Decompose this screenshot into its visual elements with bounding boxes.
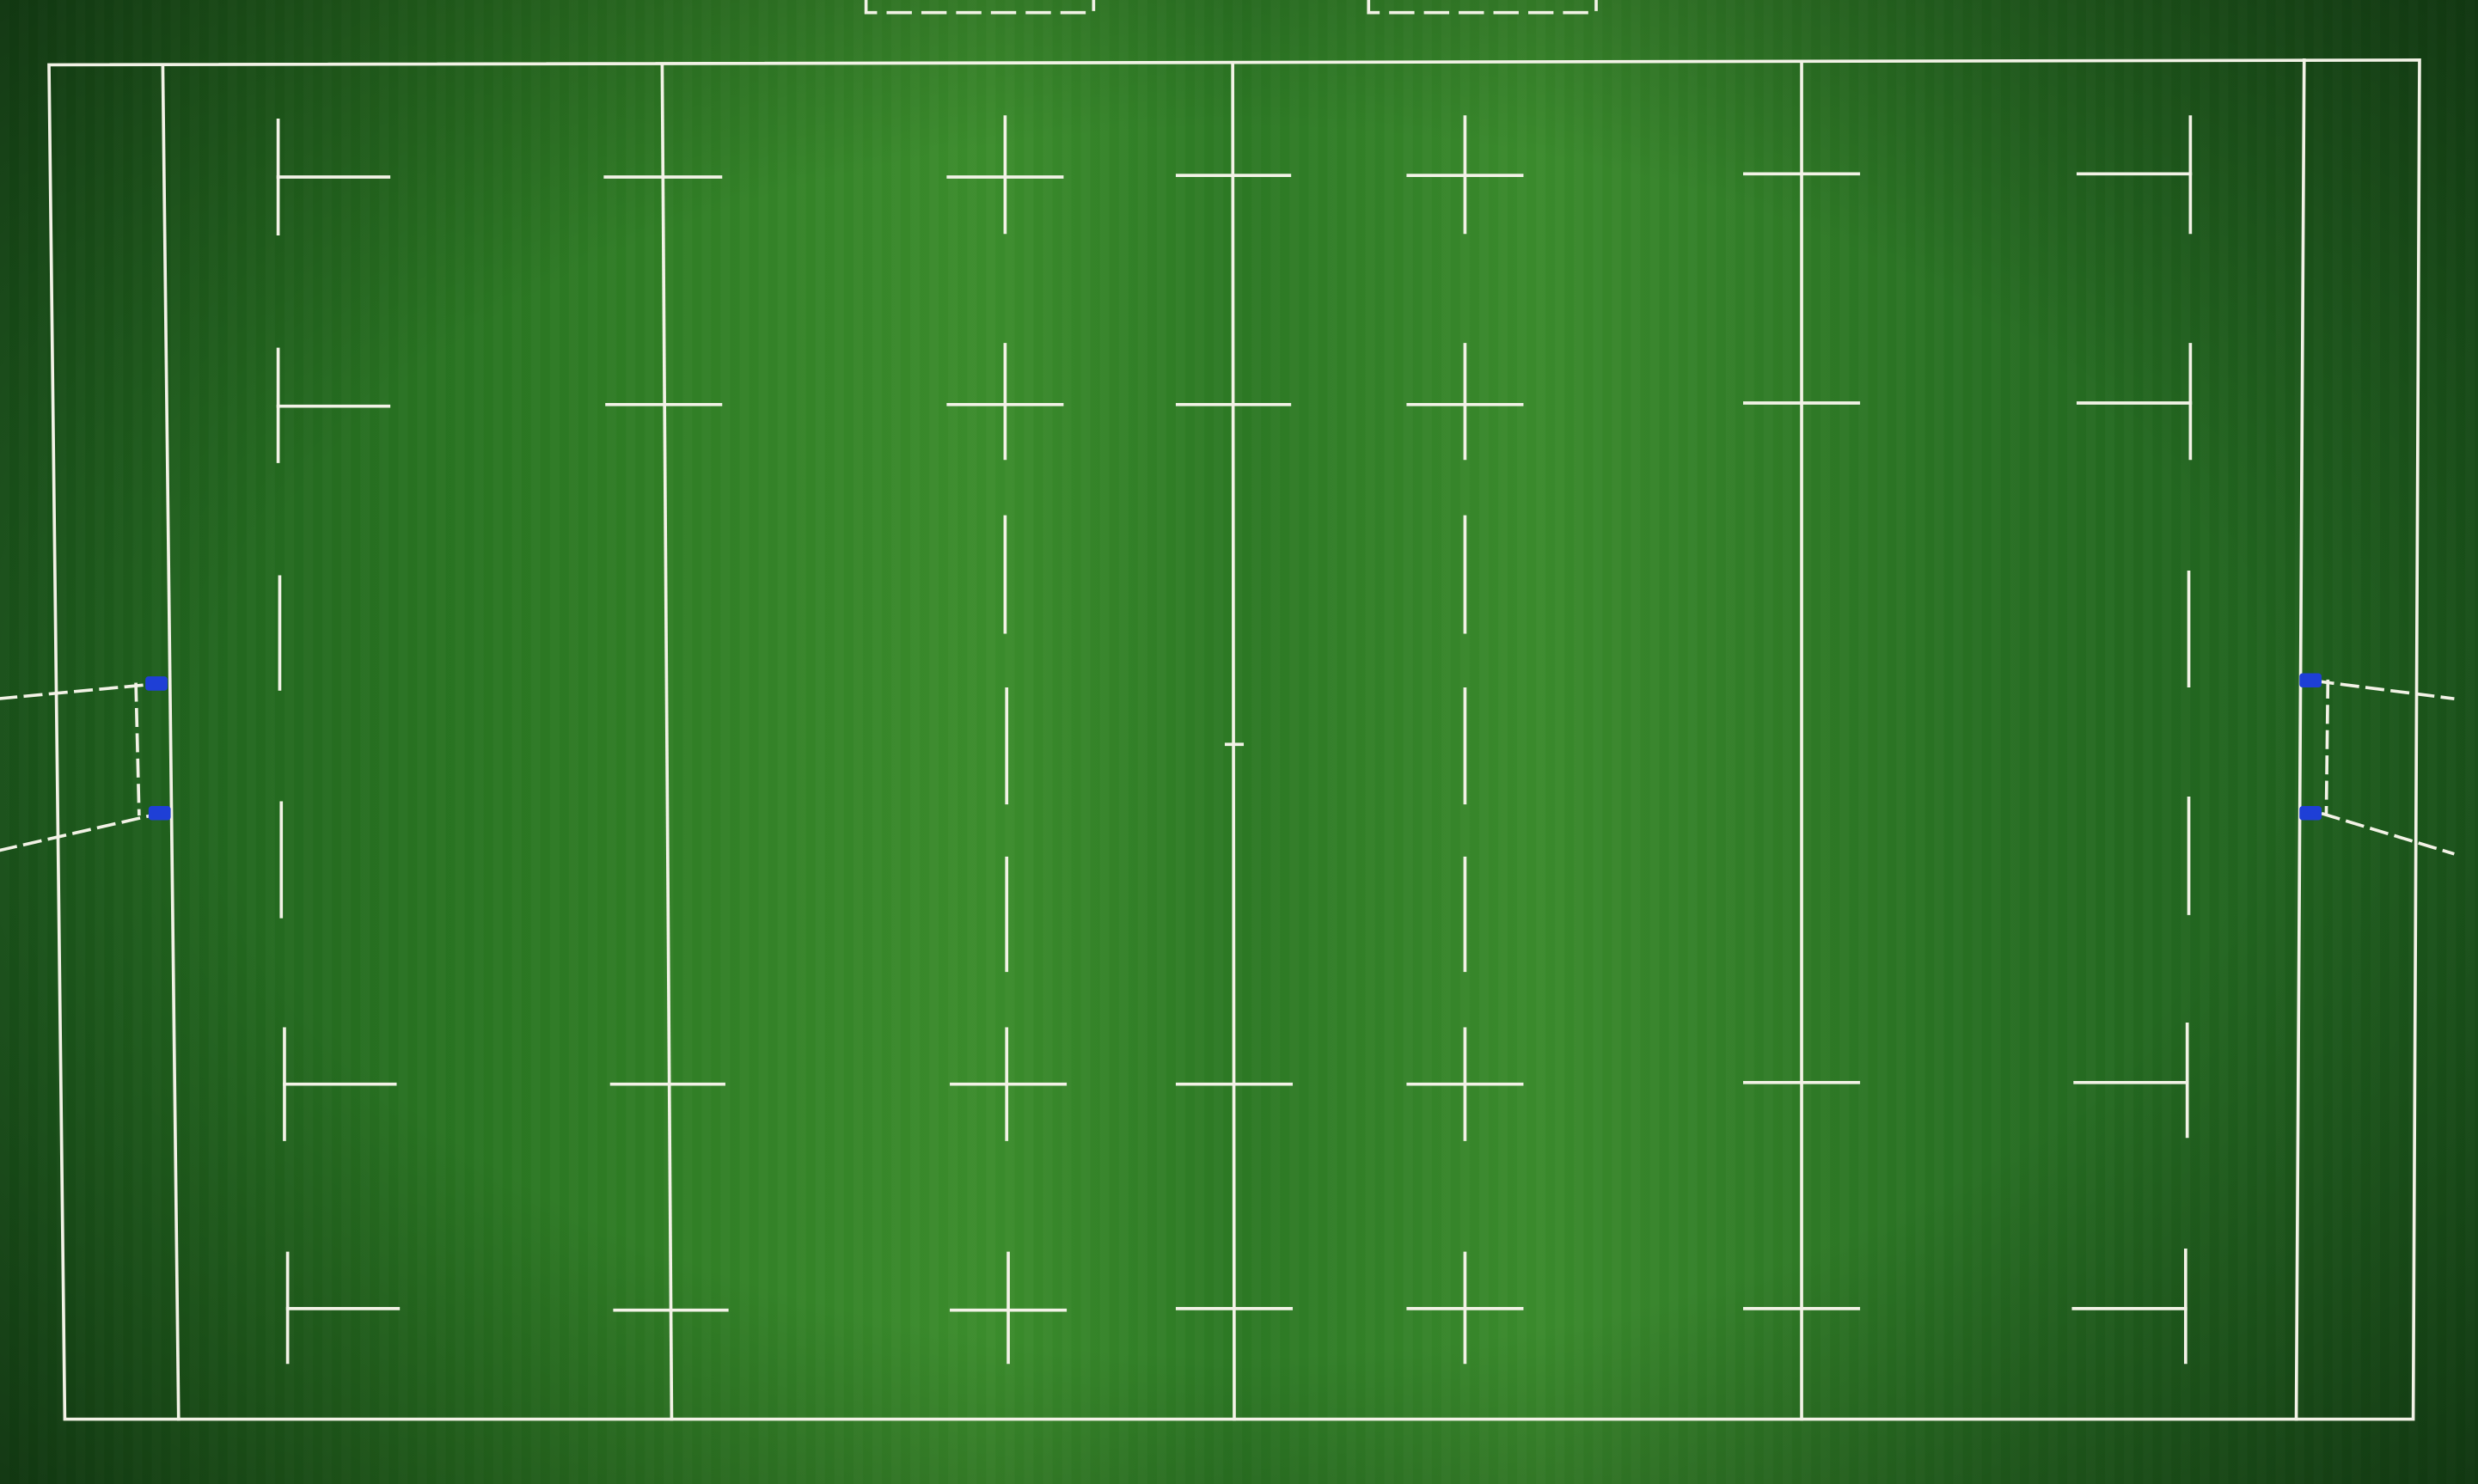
pitch-markings (0, 0, 2455, 1421)
goal-shadow-left (0, 682, 161, 852)
post-pad-icon (2299, 673, 2322, 688)
goal-shadow-right (2315, 679, 2455, 856)
post-pad-icon (145, 676, 168, 691)
pitch-boundary (47, 58, 2421, 1421)
goal-posts-right (2299, 673, 2322, 821)
try-line-left (161, 63, 180, 1421)
goal-posts-left (145, 676, 171, 821)
halfway-line (1231, 61, 1236, 1421)
twenty-two-line-left (660, 63, 674, 1421)
post-pad-icon (2299, 805, 2322, 821)
boundary-marks-top (864, 0, 1598, 15)
hash-marks (276, 172, 2193, 1312)
five-metre-line-right (2184, 115, 2193, 1365)
try-line-right (2294, 58, 2306, 1421)
post-pad-icon (148, 805, 171, 821)
